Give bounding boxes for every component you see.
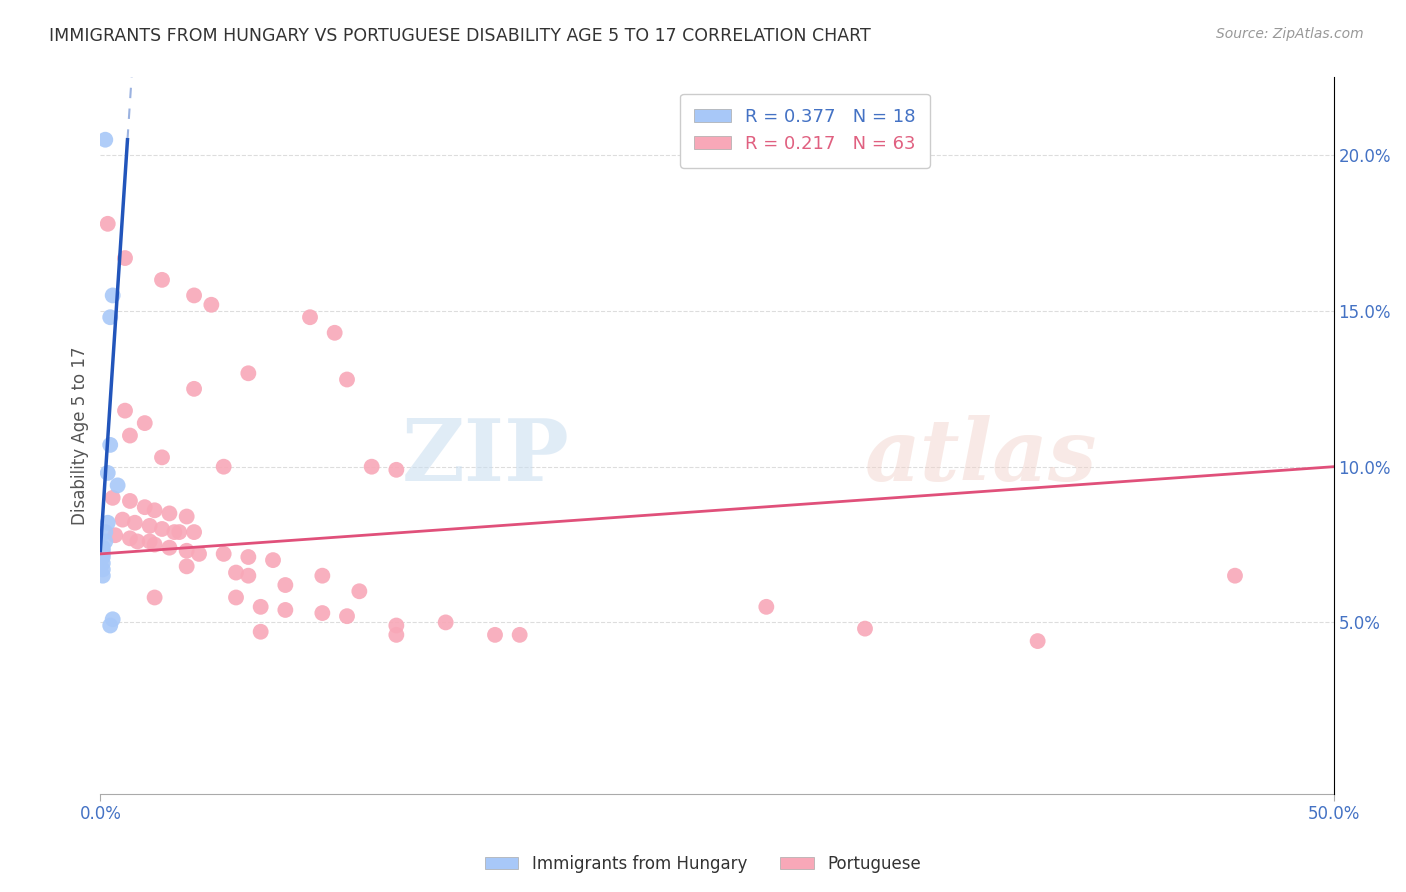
Point	[176, 559, 198, 574]
Point	[336, 609, 359, 624]
Point	[91, 562, 114, 576]
Text: ZIP: ZIP	[401, 415, 569, 499]
Point	[385, 618, 408, 632]
Point	[183, 525, 205, 540]
Point	[127, 534, 149, 549]
Text: atlas: atlas	[865, 416, 1098, 499]
Point	[225, 566, 247, 580]
Point	[114, 403, 136, 417]
Point	[169, 525, 191, 540]
Point	[91, 541, 114, 555]
Point	[262, 553, 284, 567]
Point	[97, 217, 120, 231]
Point	[212, 547, 235, 561]
Point	[143, 537, 166, 551]
Point	[157, 507, 180, 521]
Point	[94, 133, 117, 147]
Point	[101, 491, 124, 505]
Point	[150, 273, 173, 287]
Point	[249, 599, 271, 614]
Point	[114, 251, 136, 265]
Text: IMMIGRANTS FROM HUNGARY VS PORTUGUESE DISABILITY AGE 5 TO 17 CORRELATION CHART: IMMIGRANTS FROM HUNGARY VS PORTUGUESE DI…	[49, 27, 870, 45]
Point	[274, 578, 297, 592]
Point	[134, 500, 156, 515]
Point	[104, 528, 127, 542]
Point	[336, 372, 359, 386]
Point	[385, 463, 408, 477]
Point	[298, 310, 321, 325]
Point	[212, 459, 235, 474]
Point	[98, 618, 121, 632]
Point	[238, 568, 260, 582]
Legend: Immigrants from Hungary, Portuguese: Immigrants from Hungary, Portuguese	[478, 848, 928, 880]
Point	[91, 547, 114, 561]
Point	[124, 516, 146, 530]
Point	[157, 541, 180, 555]
Point	[98, 438, 121, 452]
Point	[238, 366, 260, 380]
Point	[143, 503, 166, 517]
Point	[183, 382, 205, 396]
Point	[176, 509, 198, 524]
Point	[755, 599, 778, 614]
Point	[509, 628, 531, 642]
Point	[111, 513, 134, 527]
Point	[91, 543, 114, 558]
Point	[118, 531, 141, 545]
Point	[484, 628, 506, 642]
Point	[1026, 634, 1049, 648]
Text: Source: ZipAtlas.com: Source: ZipAtlas.com	[1216, 27, 1364, 41]
Legend: R = 0.377   N = 18, R = 0.217   N = 63: R = 0.377 N = 18, R = 0.217 N = 63	[681, 94, 929, 168]
Y-axis label: Disability Age 5 to 17: Disability Age 5 to 17	[72, 346, 89, 524]
Point	[323, 326, 346, 340]
Point	[853, 622, 876, 636]
Point	[143, 591, 166, 605]
Point	[138, 534, 160, 549]
Point	[238, 549, 260, 564]
Point	[138, 519, 160, 533]
Point	[101, 612, 124, 626]
Point	[385, 628, 408, 642]
Point	[163, 525, 186, 540]
Point	[311, 568, 333, 582]
Point	[118, 494, 141, 508]
Point	[101, 288, 124, 302]
Point	[360, 459, 382, 474]
Point	[97, 516, 120, 530]
Point	[249, 624, 271, 639]
Point	[98, 310, 121, 325]
Point	[97, 466, 120, 480]
Point	[434, 615, 457, 630]
Point	[183, 288, 205, 302]
Point	[1223, 568, 1246, 582]
Point	[91, 556, 114, 570]
Point	[94, 534, 117, 549]
Point	[150, 450, 173, 465]
Point	[107, 478, 129, 492]
Point	[150, 522, 173, 536]
Point	[274, 603, 297, 617]
Point	[225, 591, 247, 605]
Point	[176, 543, 198, 558]
Point	[349, 584, 371, 599]
Point	[188, 547, 211, 561]
Point	[91, 568, 114, 582]
Point	[134, 416, 156, 430]
Point	[118, 428, 141, 442]
Point	[91, 549, 114, 564]
Point	[311, 606, 333, 620]
Point	[200, 298, 222, 312]
Point	[94, 525, 117, 540]
